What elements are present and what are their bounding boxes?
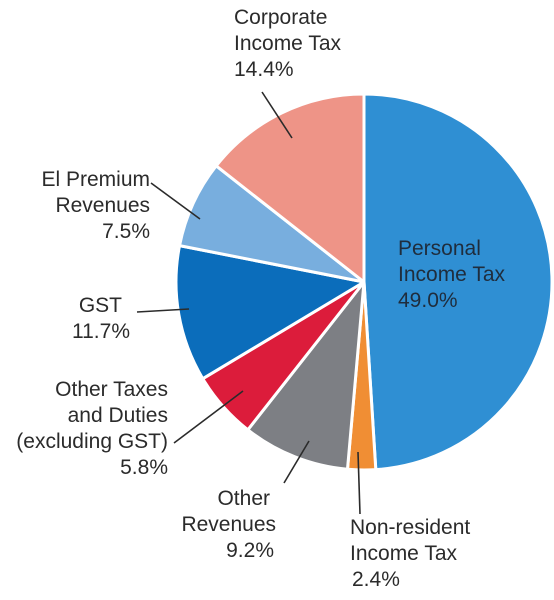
slice-label-nonresident-line2: Income Tax (350, 542, 457, 565)
leader-line-corporate (261, 91, 293, 139)
slice-value-othertax: 5.8% (120, 456, 168, 479)
label-other-taxes: Other Taxes and Duties (excluding GST) 5… (16, 377, 168, 481)
pie-slice-gst (174, 244, 366, 381)
pie-slice-personal-income-tax (362, 92, 554, 472)
leader-line-ei-premium (150, 182, 201, 220)
pie-slice-other-revenues (246, 280, 366, 471)
slice-label-corp-line1: Corporate (234, 6, 328, 29)
leader-line-non-resident (357, 451, 361, 515)
label-personal-income-tax: Personal Income Tax 49.0% (398, 236, 505, 314)
pie-slice-corporate-income-tax (214, 92, 366, 284)
leader-line-other-taxes (173, 390, 244, 444)
slice-label-otherrev-line1: Other (217, 487, 270, 510)
slice-value-personal: 49.0% (398, 289, 458, 312)
slice-label-personal-line1: Personal (398, 237, 481, 260)
slice-value-otherrev: 9.2% (226, 539, 274, 562)
slice-label-othertax-line1: Other Taxes (55, 378, 168, 401)
slice-label-ei-line2: Revenues (55, 194, 150, 217)
slice-label-gst: GST (78, 294, 122, 317)
leader-line-other-revenues (283, 440, 310, 484)
slice-label-nonresident-line1: Non-resident (350, 516, 471, 539)
label-corporate-income-tax: Corporate Income Tax 14.4% (234, 5, 341, 83)
label-non-resident-income-tax: Non-resident Income Tax 2.4% (350, 515, 470, 593)
slice-label-othertax-line3: (excluding GST) (16, 430, 168, 453)
slice-label-otherrev-line2: Revenues (181, 513, 276, 536)
slice-value-nonresident: 2.4% (352, 568, 400, 591)
slice-value-ei: 7.5% (102, 220, 150, 243)
leader-line-gst (136, 308, 190, 313)
slice-label-corp-line2: Income Tax (234, 32, 341, 55)
slice-label-personal-line2: Income Tax (398, 263, 505, 286)
slice-label-ei-line1: El Premium (41, 168, 150, 191)
label-other-revenues: Other Revenues 9.2% (181, 486, 276, 564)
slice-value-corp: 14.4% (234, 58, 294, 81)
label-ei-premium: El Premium Revenues 7.5% (41, 167, 150, 245)
label-gst: GST 11.7% (72, 293, 130, 345)
slice-label-othertax-line2: and Duties (67, 404, 168, 427)
slice-value-gst: 11.7% (72, 320, 130, 343)
